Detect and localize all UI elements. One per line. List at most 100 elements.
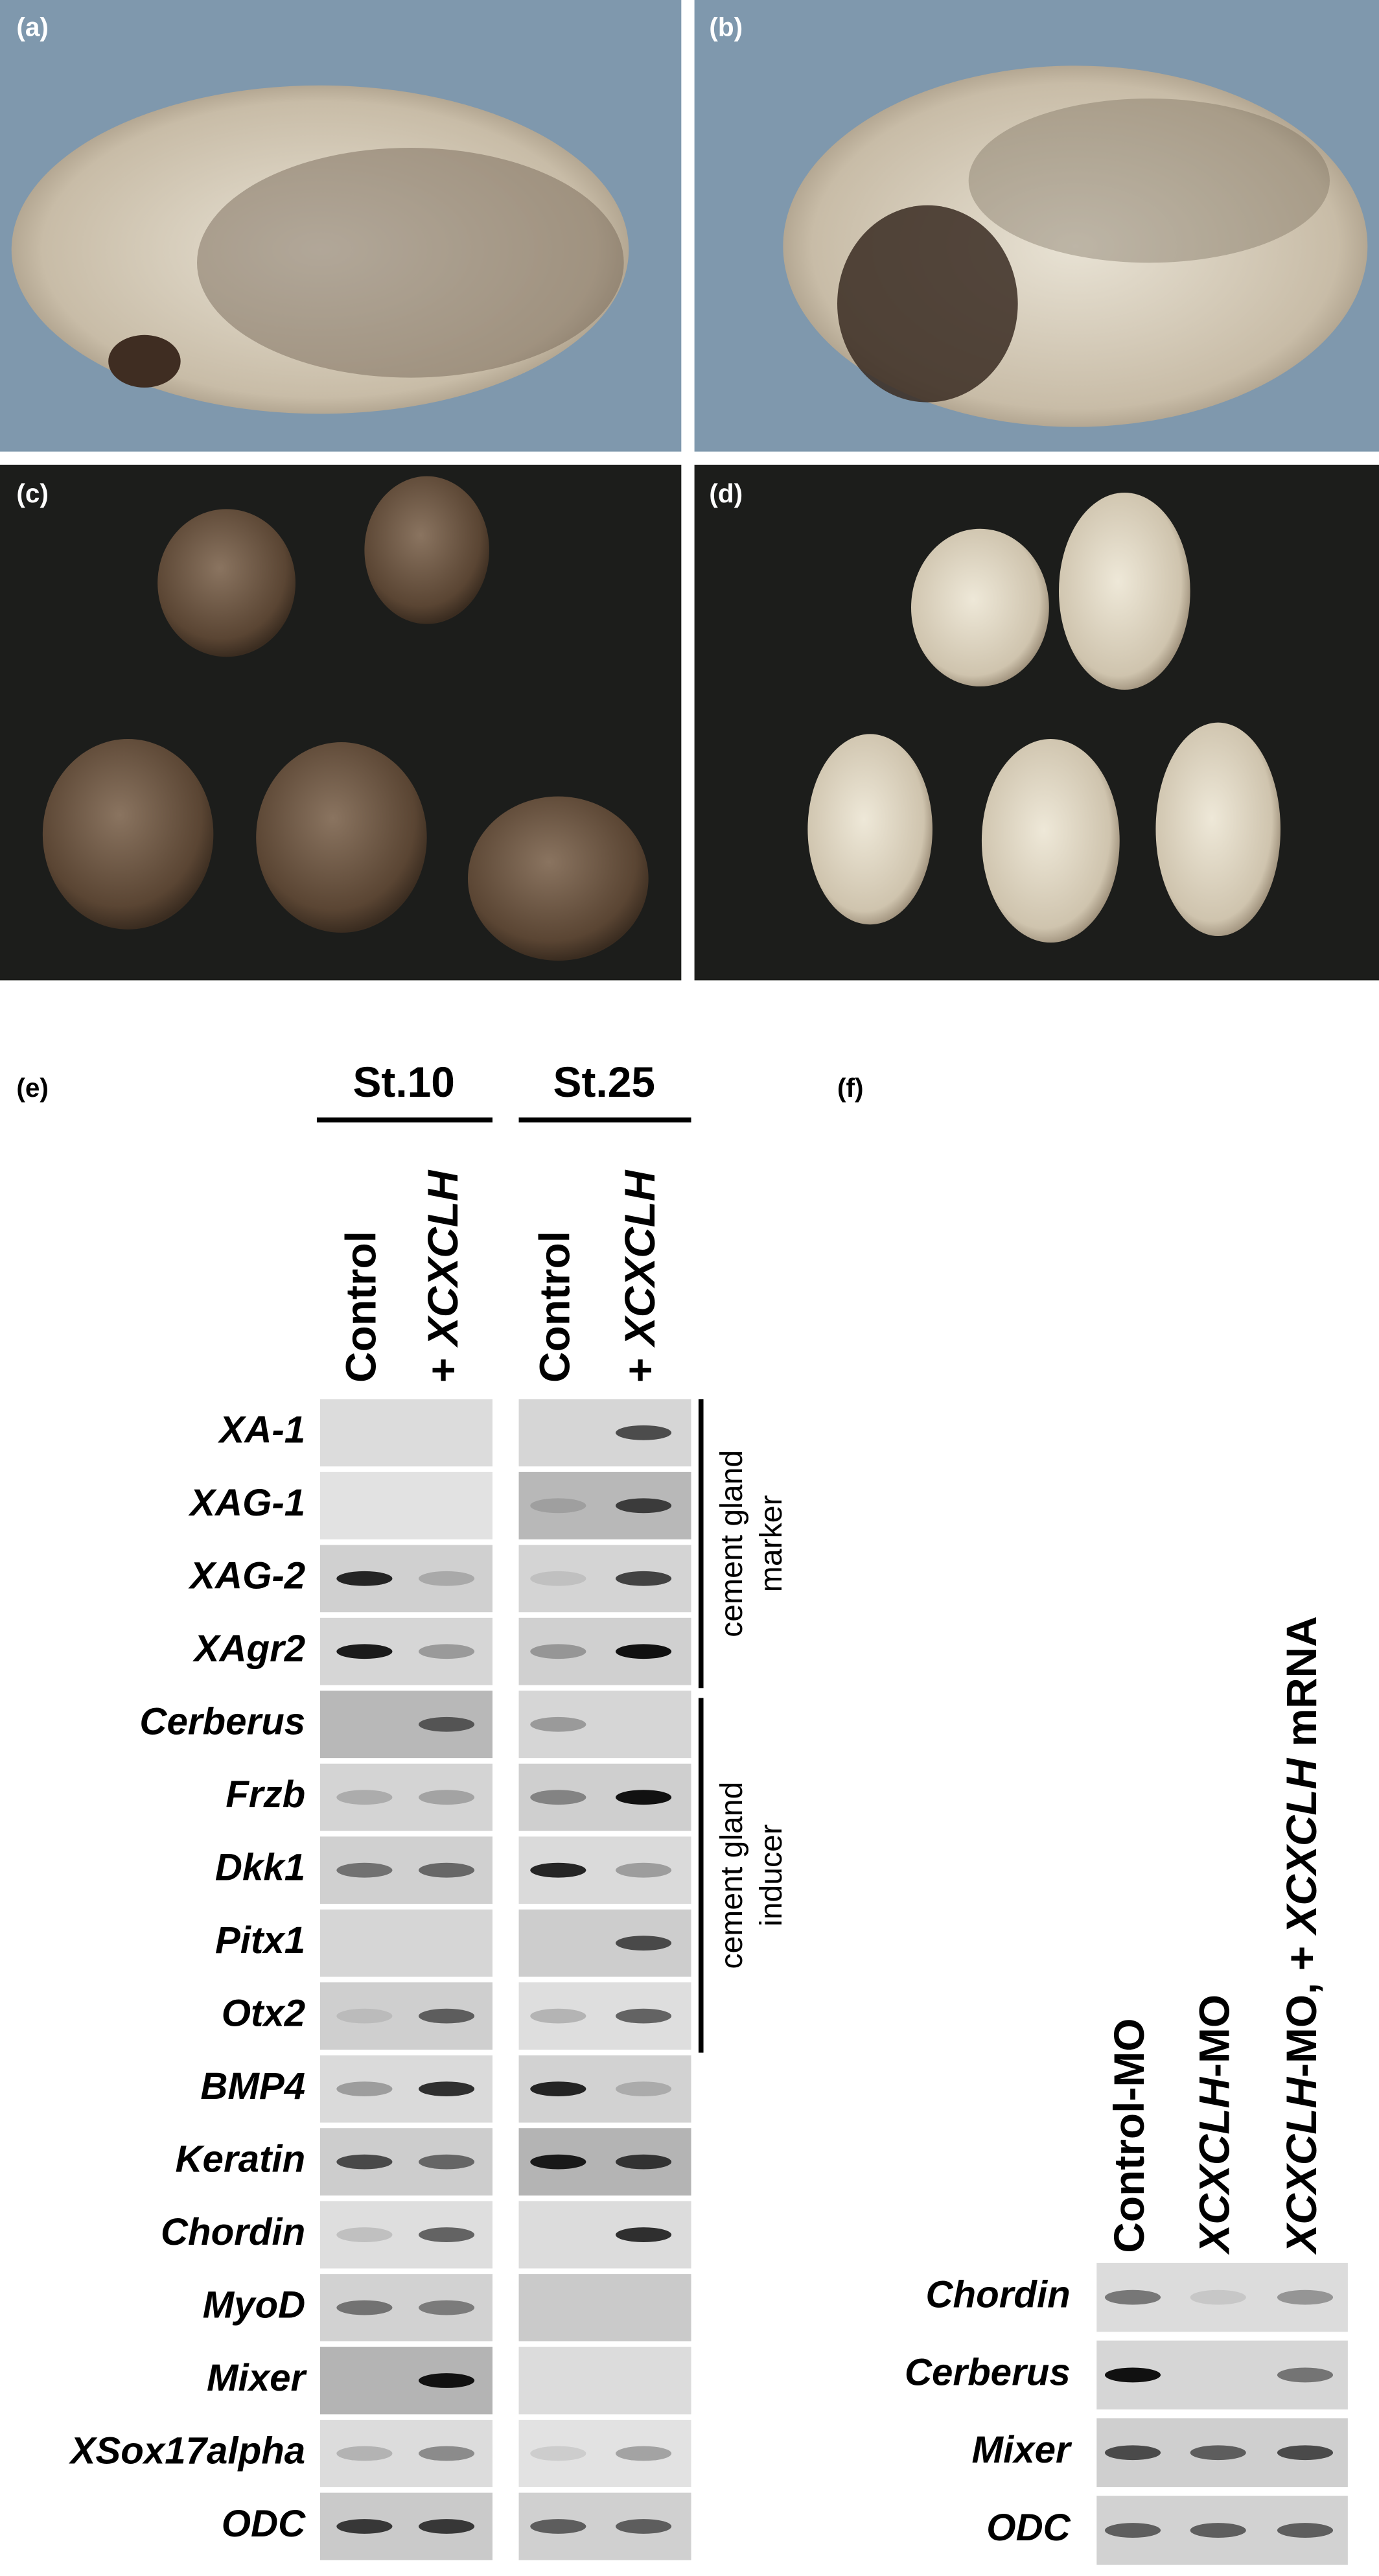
gel-band [530, 2446, 586, 2461]
gel-band [616, 2081, 672, 2097]
gel-band [616, 1571, 672, 1586]
gene-label: Mixer [207, 2357, 307, 2399]
gel-panel [320, 1471, 492, 1540]
gel-band [530, 2008, 586, 2024]
gel-band [419, 2081, 475, 2097]
group-label: cement gland [714, 1450, 749, 1637]
explant [256, 742, 427, 933]
gel-panel [320, 1763, 492, 1831]
panel-label: (f) [837, 1073, 863, 1103]
gel-panel [518, 2274, 691, 2341]
gel-band [1277, 2523, 1334, 2538]
embryo-pigment [968, 98, 1330, 263]
gel-band [530, 1716, 586, 1732]
gel-band [336, 2081, 393, 2097]
gel-band [419, 2227, 475, 2242]
gel-band [1104, 2289, 1161, 2305]
lane-label: + XCXCLH [419, 1169, 467, 1383]
cement-gland [837, 205, 1018, 403]
gel-panel [518, 2420, 691, 2487]
explant [42, 738, 214, 930]
gene-label: Cerberus [139, 1701, 305, 1743]
gel-band [530, 2081, 586, 2097]
gel-band [419, 2446, 475, 2461]
gel-band [1104, 2523, 1161, 2538]
gel-band [530, 2154, 586, 2170]
gel-panel [518, 2347, 691, 2415]
gel-band [1190, 2289, 1246, 2305]
lane-label-part: XCXCLH [1277, 1757, 1325, 1936]
gel-band [1277, 2367, 1334, 2383]
lane-label: Control [531, 1231, 579, 1383]
lane-label-part: XCXCLH [1277, 2076, 1325, 2255]
gel-band [616, 1498, 672, 1514]
gene-label: XA-1 [217, 1409, 305, 1451]
gel-band [530, 1571, 586, 1586]
panel-label: (c) [16, 478, 49, 508]
gel-band [530, 1644, 586, 1659]
gel-band [1277, 2289, 1334, 2305]
lane-label-part: -MO [1190, 1995, 1238, 2078]
explant [911, 528, 1049, 686]
explant [807, 734, 933, 925]
lane-label: Control-MO [1105, 2019, 1153, 2253]
gene-label: ODC [222, 2503, 306, 2545]
gel-band [1190, 2445, 1246, 2461]
gel-band [530, 1498, 586, 1514]
panel-label: (d) [709, 478, 743, 508]
gel-band [1104, 2367, 1161, 2383]
explant [157, 509, 296, 657]
group-label: cement gland [714, 1782, 749, 1969]
gel-band [336, 2154, 393, 2170]
gel-band [1277, 2445, 1334, 2461]
explant [468, 796, 649, 961]
gene-label: Cerberus [905, 2351, 1071, 2393]
gel-band [616, 2227, 672, 2242]
gel-band [419, 2519, 475, 2534]
gene-label: Mixer [972, 2429, 1072, 2471]
gel-band [419, 2154, 475, 2170]
lane-label-part: XCXCLH [419, 1169, 467, 1348]
gene-label: Keratin [175, 2138, 305, 2180]
lane-label-part: + [616, 1346, 664, 1383]
lane-label-part: XCXCLH [616, 1169, 664, 1348]
gel-band [336, 1644, 393, 1659]
gel-band [616, 2519, 672, 2534]
gel-band [336, 1862, 393, 1878]
embryo-pigment [197, 147, 624, 378]
lane-label-part: Control [337, 1231, 385, 1383]
gel-band [530, 1862, 586, 1878]
gel-band [616, 2008, 672, 2024]
lane-label-part: -MO, + [1277, 1934, 1325, 2078]
gene-label: XAG-1 [188, 1482, 305, 1524]
gene-label: MyoD [203, 2284, 306, 2326]
gel-panel [320, 1399, 492, 1467]
lane-label-part: + [419, 1346, 467, 1383]
gel-band [336, 2008, 393, 2024]
lane-label: XCXCLH-MO [1190, 1995, 1238, 2256]
lane-label-part: mRNA [1277, 1616, 1325, 1759]
gel-band [419, 1644, 475, 1659]
lane-label-part: XCXCLH [1190, 2076, 1238, 2255]
stage-label: St.25 [553, 1058, 655, 1106]
lane-label: Control [337, 1231, 385, 1383]
explant [1059, 492, 1190, 690]
lane-label: + XCXCLH [616, 1169, 664, 1383]
gel-band [419, 1862, 475, 1878]
gel-band [616, 1644, 672, 1659]
gene-label: Chordin [161, 2211, 305, 2253]
gel-band [616, 1936, 672, 1951]
gel-panel [320, 1909, 492, 1977]
gel-panel [518, 1691, 691, 1759]
explant [1155, 722, 1280, 936]
stage-label: St.10 [353, 1058, 454, 1106]
gel-band [616, 1790, 672, 1805]
gel-band [336, 1571, 393, 1586]
gel-band [419, 2300, 475, 2315]
lane-label: XCXCLH-MO, + XCXCLH mRNA [1277, 1616, 1325, 2255]
panel-label: (e) [16, 1073, 49, 1103]
group-label: marker [754, 1495, 789, 1592]
gel-band [530, 1790, 586, 1805]
gel-band [1104, 2445, 1161, 2461]
